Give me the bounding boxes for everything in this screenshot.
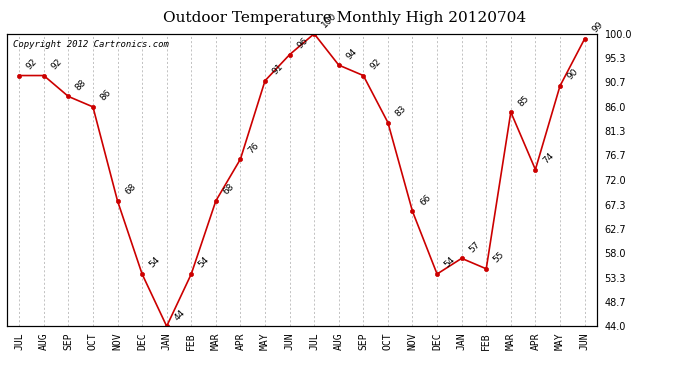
Text: 66: 66 bbox=[418, 193, 433, 207]
Text: 54: 54 bbox=[148, 255, 162, 270]
Text: 57: 57 bbox=[467, 240, 482, 254]
Text: 44: 44 bbox=[172, 308, 186, 322]
Text: 54: 54 bbox=[442, 255, 457, 270]
Text: 94: 94 bbox=[344, 46, 359, 61]
Text: Copyright 2012 Cartronics.com: Copyright 2012 Cartronics.com bbox=[13, 40, 168, 49]
Text: 54: 54 bbox=[197, 255, 211, 270]
Text: 96: 96 bbox=[295, 36, 310, 51]
Text: 86: 86 bbox=[99, 88, 113, 103]
Text: 92: 92 bbox=[25, 57, 39, 71]
Text: 88: 88 bbox=[74, 78, 88, 92]
Text: 92: 92 bbox=[369, 57, 383, 71]
Text: 76: 76 bbox=[246, 141, 260, 155]
Text: 100: 100 bbox=[319, 11, 338, 30]
Text: 55: 55 bbox=[492, 250, 506, 265]
Text: 91: 91 bbox=[270, 62, 285, 76]
Text: 83: 83 bbox=[393, 104, 408, 118]
Text: 68: 68 bbox=[123, 182, 137, 197]
Text: 99: 99 bbox=[590, 20, 604, 35]
Text: Outdoor Temperature Monthly High 20120704: Outdoor Temperature Monthly High 2012070… bbox=[164, 11, 526, 25]
Text: 90: 90 bbox=[566, 68, 580, 82]
Text: 74: 74 bbox=[541, 151, 555, 165]
Text: 92: 92 bbox=[49, 57, 63, 71]
Text: 85: 85 bbox=[516, 93, 531, 108]
Text: 68: 68 bbox=[221, 182, 236, 197]
